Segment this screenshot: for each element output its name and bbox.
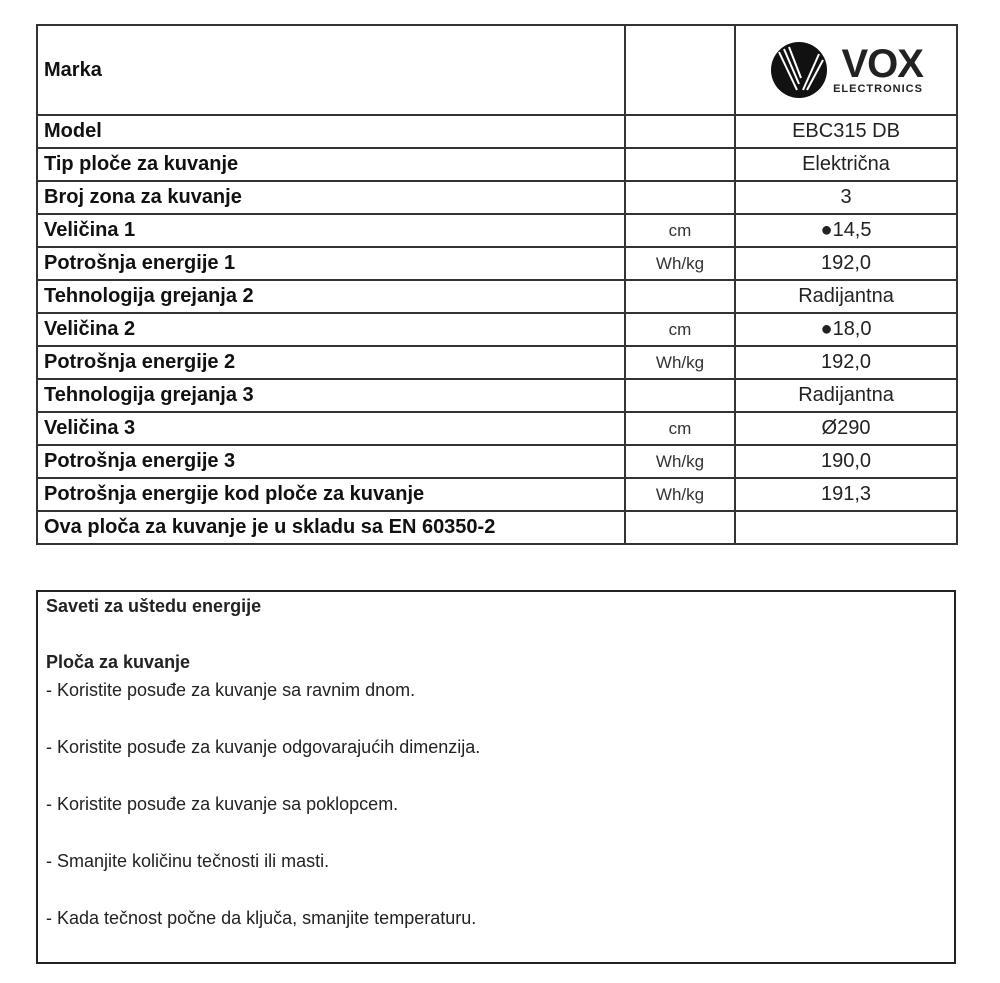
spec-value: 3 <box>734 180 958 215</box>
spec-label: Tehnologija grejanja 3 <box>36 378 626 413</box>
spec-value: ●14,5 <box>734 213 958 248</box>
spec-value: 192,0 <box>734 345 958 380</box>
spec-unit: Wh/kg <box>624 345 736 380</box>
spec-value: ●18,0 <box>734 312 958 347</box>
tip-item: - Kada tečnost počne da ključa, smanjite… <box>46 908 477 928</box>
spec-value: 192,0 <box>734 246 958 281</box>
spec-value: 191,3 <box>734 477 958 512</box>
brand-unit <box>624 24 736 116</box>
spec-label: Veličina 2 <box>36 312 626 347</box>
spec-unit <box>624 147 736 182</box>
spec-value: Električna <box>734 147 958 182</box>
spec-unit <box>624 114 736 149</box>
spec-unit: Wh/kg <box>624 444 736 479</box>
spec-unit: cm <box>624 312 736 347</box>
spec-label: Veličina 3 <box>36 411 626 446</box>
spec-value: Radijantna <box>734 378 958 413</box>
spec-label: Model <box>36 114 626 149</box>
spec-row: Ova ploča za kuvanje je u skladu sa EN 6… <box>36 510 958 545</box>
spec-value: Ø290 <box>734 411 958 446</box>
spec-label: Tip ploče za kuvanje <box>36 147 626 182</box>
logo-subtext: ELECTRONICS <box>833 83 923 95</box>
spec-row: Potrošnja energije 3 Wh/kg 190,0 <box>36 444 958 479</box>
spec-unit <box>624 180 736 215</box>
tip-item: - Koristite posuđe za kuvanje sa poklopc… <box>46 794 399 814</box>
spec-unit <box>624 378 736 413</box>
spec-label: Potrošnja energije kod ploče za kuvanje <box>36 477 626 512</box>
tip-item: - Koristite posuđe za kuvanje odgovaraju… <box>46 737 481 757</box>
spec-label: Tehnologija grejanja 2 <box>36 279 626 314</box>
spec-value <box>734 510 958 545</box>
spec-unit: Wh/kg <box>624 477 736 512</box>
brand-logo: VOX ELECTRONICS <box>734 24 958 116</box>
brand-row: Marka VOX ELECTRONICS <box>36 24 958 116</box>
spec-unit: cm <box>624 411 736 446</box>
spec-unit: Wh/kg <box>624 246 736 281</box>
tip-item: - Smanjite količinu tečnosti ili masti. <box>46 851 330 871</box>
spec-value: Radijantna <box>734 279 958 314</box>
tips-subtitle: Ploča za kuvanje <box>46 652 191 672</box>
spec-row: Broj zona za kuvanje 3 <box>36 180 958 215</box>
spec-row: Veličina 1 cm ●14,5 <box>36 213 958 248</box>
spec-row: Model EBC315 DB <box>36 114 958 149</box>
spec-row: Tehnologija grejanja 2 Radijantna <box>36 279 958 314</box>
spec-unit <box>624 279 736 314</box>
spec-unit: cm <box>624 213 736 248</box>
tip-item: - Koristite posuđe za kuvanje sa ravnim … <box>46 680 416 700</box>
spec-table: Marka VOX ELECTRONICS Model EBC315 DB Tip … <box>36 24 958 545</box>
spec-label: Veličina 1 <box>36 213 626 248</box>
spec-label: Potrošnja energije 1 <box>36 246 626 281</box>
spec-unit <box>624 510 736 545</box>
brand-label: Marka <box>36 24 626 116</box>
spec-label: Potrošnja energije 2 <box>36 345 626 380</box>
spec-row: Potrošnja energije kod ploče za kuvanje W… <box>36 477 958 512</box>
spec-label: Broj zona za kuvanje <box>36 180 626 215</box>
spec-label: Potrošnja energije 3 <box>36 444 626 479</box>
spec-row: Veličina 2 cm ●18,0 <box>36 312 958 347</box>
spec-row: Tip ploče za kuvanje Električna <box>36 147 958 182</box>
spec-label: Ova ploča za kuvanje je u skladu sa EN 6… <box>36 510 626 545</box>
spec-value: 190,0 <box>734 444 958 479</box>
vox-logo-icon <box>771 42 828 98</box>
spec-row: Potrošnja energije 2 Wh/kg 192,0 <box>36 345 958 380</box>
spec-value: EBC315 DB <box>734 114 958 149</box>
spec-row: Veličina 3 cm Ø290 <box>36 411 958 446</box>
energy-tips-box: Saveti za uštedu energije Ploča za kuvan… <box>36 590 956 964</box>
tips-title: Saveti za uštedu energije <box>46 596 262 616</box>
logo-text: VOX <box>841 42 923 86</box>
spec-row: Tehnologija grejanja 3 Radijantna <box>36 378 958 413</box>
spec-row: Potrošnja energije 1 Wh/kg 192,0 <box>36 246 958 281</box>
